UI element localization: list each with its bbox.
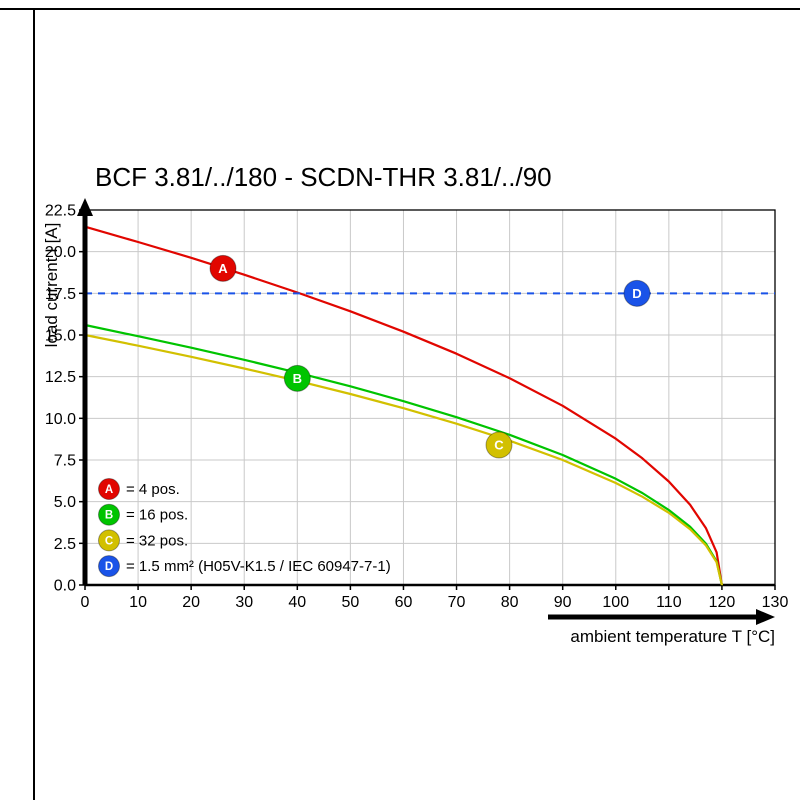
y-tick-label: 5.0 bbox=[54, 494, 76, 511]
x-tick-label: 10 bbox=[129, 594, 147, 611]
plot-border bbox=[84, 209, 776, 586]
legend-letter: D bbox=[105, 561, 113, 573]
y-tick-label: 0.0 bbox=[54, 578, 76, 595]
y-axis-arrow bbox=[77, 198, 93, 585]
legend: A = 4 pos. B = 16 pos. C = 32 pos. D = 1.5 mm² … bbox=[98, 478, 391, 578]
legend-marker bbox=[98, 529, 120, 552]
x-axis-label: ambient temperature T [°C] bbox=[570, 627, 775, 646]
marker-circle bbox=[623, 279, 651, 307]
x-tick-label: 40 bbox=[288, 594, 306, 611]
y-tick-label: 12.5 bbox=[45, 369, 76, 386]
marker-circle bbox=[283, 364, 311, 392]
chart-title: BCF 3.81/../180 - SCDN-THR 3.81/../90 bbox=[95, 162, 552, 192]
grid-lines bbox=[85, 210, 775, 585]
legend-item-A: A = 4 pos. bbox=[98, 478, 180, 500]
y-tick-label: 7.5 bbox=[54, 453, 76, 470]
marker-C: C bbox=[485, 431, 513, 459]
y-tick-label: 2.5 bbox=[54, 536, 76, 553]
x-tick-label: 130 bbox=[762, 594, 789, 611]
marker-circle bbox=[485, 431, 513, 459]
y-axis-arrow-head bbox=[77, 198, 93, 216]
y-tick-label: 17.5 bbox=[45, 286, 76, 303]
marker-letter: A bbox=[218, 261, 228, 276]
x-axis-arrow bbox=[548, 609, 775, 625]
legend-item-C: C = 32 pos. bbox=[98, 529, 188, 552]
marker-A: A bbox=[209, 254, 237, 282]
x-axis-arrow-head bbox=[756, 609, 775, 625]
y-tick-label: 22.5 bbox=[45, 203, 76, 220]
axis-ticks: 0 10 20 30 40 50 60 70 80 90 100 110 120 130 0.0 2.5 5.0… bbox=[45, 203, 789, 612]
marker-circle bbox=[209, 254, 237, 282]
legend-letter: B bbox=[105, 510, 113, 522]
legend-letter: C bbox=[105, 535, 113, 547]
legend-marker bbox=[98, 503, 120, 526]
legend-marker bbox=[98, 478, 120, 500]
legend-label: = 32 pos. bbox=[126, 532, 188, 549]
page-border-top-line bbox=[0, 8, 800, 10]
x-tick-label: 50 bbox=[341, 594, 359, 611]
x-tick-label: 100 bbox=[602, 594, 629, 611]
y-axis-label: load current I [A] bbox=[42, 223, 61, 348]
legend-item-B: B = 16 pos. bbox=[98, 503, 188, 526]
page-border-left-line bbox=[33, 8, 35, 800]
y-tick-label: 10.0 bbox=[45, 411, 76, 428]
x-tick-label: 20 bbox=[182, 594, 200, 611]
x-tick-label: 90 bbox=[554, 594, 572, 611]
legend-label: = 1.5 mm² (H05V-K1.5 / IEC 60947-7-1) bbox=[126, 558, 391, 575]
legend-item-D: D = 1.5 mm² (H05V-K1.5 / IEC 60947-7-1) bbox=[98, 555, 391, 578]
curves bbox=[83, 225, 775, 587]
y-tick-label: 15.0 bbox=[45, 328, 76, 345]
x-tick-label: 0 bbox=[81, 594, 90, 611]
marker-letter: B bbox=[293, 371, 302, 386]
legend-label: = 4 pos. bbox=[126, 481, 180, 498]
legend-letter: A bbox=[105, 484, 113, 496]
x-tick-label: 70 bbox=[448, 594, 466, 611]
plot-frame bbox=[84, 209, 776, 587]
legend-label: = 16 pos. bbox=[126, 507, 188, 524]
x-tick-label: 110 bbox=[656, 594, 682, 611]
marker-letter: C bbox=[494, 438, 504, 453]
marker-D: D bbox=[623, 279, 651, 307]
x-tick-label: 60 bbox=[395, 594, 413, 611]
marker-B: B bbox=[283, 364, 311, 392]
y-tick-label: 20.0 bbox=[45, 244, 76, 261]
x-tick-label: 120 bbox=[709, 594, 736, 611]
x-tick-label: 30 bbox=[235, 594, 253, 611]
legend-marker bbox=[98, 555, 120, 578]
marker-letter: D bbox=[632, 286, 641, 301]
curve-markers: A B C D bbox=[209, 254, 651, 459]
curve-B bbox=[83, 323, 723, 587]
x-tick-label: 80 bbox=[501, 594, 519, 611]
